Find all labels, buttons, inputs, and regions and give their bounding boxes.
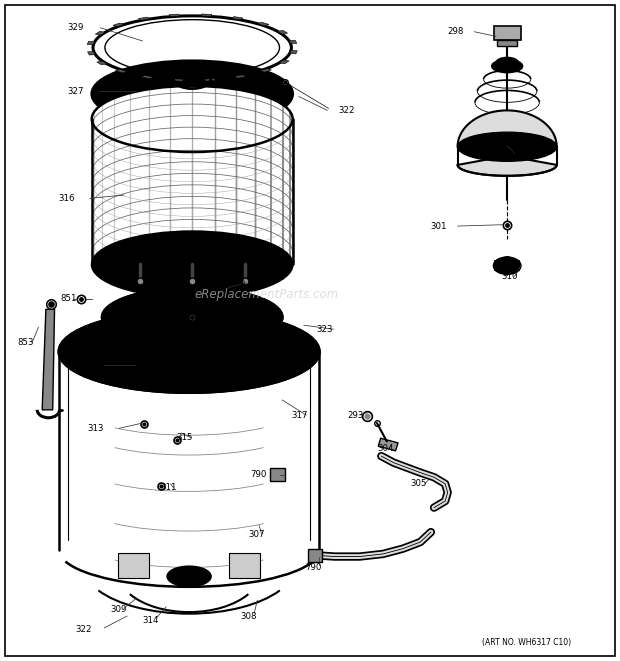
Text: 309: 309 (110, 605, 126, 614)
Polygon shape (229, 553, 260, 578)
Polygon shape (308, 549, 322, 562)
Ellipse shape (496, 58, 518, 68)
Polygon shape (270, 468, 285, 481)
Text: 327: 327 (67, 87, 84, 96)
Text: 293: 293 (347, 410, 363, 420)
Text: 331: 331 (75, 360, 92, 369)
Ellipse shape (92, 61, 293, 127)
Ellipse shape (177, 570, 202, 582)
Text: 301: 301 (430, 221, 446, 231)
Text: 308: 308 (241, 611, 257, 621)
Text: 790: 790 (250, 470, 267, 479)
Polygon shape (87, 52, 95, 55)
Ellipse shape (59, 311, 319, 393)
Polygon shape (95, 31, 105, 35)
Polygon shape (59, 311, 319, 580)
Polygon shape (118, 553, 149, 578)
Text: 310: 310 (501, 272, 518, 281)
Polygon shape (289, 40, 297, 44)
Ellipse shape (167, 566, 211, 586)
Text: 307: 307 (248, 529, 265, 539)
Text: 314: 314 (143, 615, 159, 625)
Polygon shape (113, 23, 124, 26)
Text: 313: 313 (87, 424, 104, 433)
Polygon shape (497, 40, 517, 46)
Polygon shape (234, 75, 246, 78)
Text: 322: 322 (75, 625, 92, 634)
Ellipse shape (107, 65, 278, 122)
Ellipse shape (458, 132, 557, 161)
Text: 317: 317 (291, 410, 308, 420)
Polygon shape (201, 14, 212, 17)
Polygon shape (257, 22, 269, 26)
Text: 304: 304 (377, 444, 394, 453)
Polygon shape (278, 30, 288, 34)
Polygon shape (205, 79, 215, 81)
Text: 323: 323 (316, 325, 333, 334)
Polygon shape (279, 60, 289, 64)
Text: 329: 329 (68, 23, 84, 32)
Text: 300: 300 (501, 149, 518, 158)
Ellipse shape (492, 59, 523, 73)
Polygon shape (494, 26, 521, 40)
Polygon shape (458, 110, 557, 176)
Polygon shape (87, 42, 95, 45)
Ellipse shape (494, 257, 521, 274)
Text: 316: 316 (58, 194, 74, 203)
Text: 322: 322 (338, 106, 355, 115)
Polygon shape (42, 309, 55, 410)
Polygon shape (97, 61, 107, 65)
Text: 851: 851 (61, 294, 78, 303)
Ellipse shape (501, 262, 513, 270)
Text: 790: 790 (305, 563, 321, 572)
Polygon shape (141, 75, 153, 79)
Ellipse shape (92, 231, 293, 297)
Polygon shape (231, 17, 243, 20)
Ellipse shape (102, 288, 283, 347)
Text: eReplacementParts.com: eReplacementParts.com (195, 288, 339, 301)
Polygon shape (138, 17, 150, 20)
Text: 311: 311 (160, 483, 177, 492)
Polygon shape (260, 69, 272, 72)
Polygon shape (378, 438, 398, 451)
Polygon shape (92, 86, 293, 297)
Polygon shape (290, 50, 297, 54)
Text: 315: 315 (177, 433, 193, 442)
Text: (ART NO. WH6317 C10): (ART NO. WH6317 C10) (482, 638, 572, 647)
Text: 305: 305 (410, 479, 427, 488)
Text: 853: 853 (17, 338, 34, 347)
Text: 298: 298 (448, 27, 464, 36)
Ellipse shape (157, 305, 228, 329)
Polygon shape (115, 69, 127, 73)
Polygon shape (169, 14, 180, 17)
Polygon shape (172, 79, 184, 81)
Text: 325: 325 (229, 278, 246, 288)
